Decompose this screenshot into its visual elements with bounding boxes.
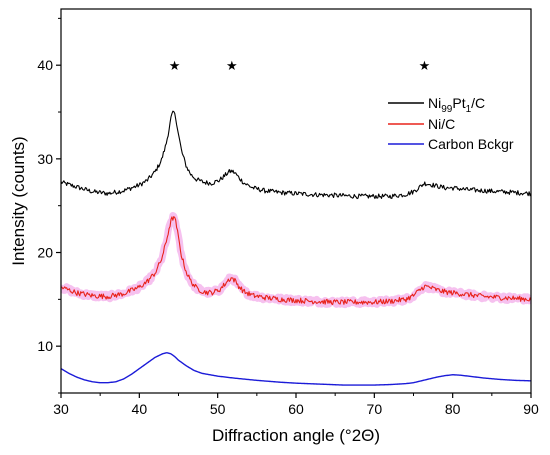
y-tick-label-10: 10 bbox=[37, 338, 53, 354]
x-tick-label-40: 40 bbox=[132, 401, 148, 417]
peak-star-0: ★ bbox=[169, 59, 181, 74]
x-tick-label-30: 30 bbox=[53, 401, 69, 417]
peak-star-1: ★ bbox=[226, 59, 238, 74]
y-tick-label-30: 30 bbox=[37, 151, 53, 167]
peak-markers: ★ ★ ★ bbox=[169, 59, 431, 74]
series-layer bbox=[61, 110, 531, 386]
x-tick-label-60: 60 bbox=[288, 401, 304, 417]
peak-star-2: ★ bbox=[419, 59, 431, 74]
y-tick-label-20: 20 bbox=[37, 245, 53, 261]
x-tick-label-90: 90 bbox=[523, 401, 539, 417]
series-0-line bbox=[61, 110, 531, 200]
x-tick-label-70: 70 bbox=[367, 401, 383, 417]
legend-label-ni99pt1: Ni99Pt1/C bbox=[428, 95, 485, 115]
series-2-line bbox=[61, 352, 531, 386]
plot-frame bbox=[60, 8, 532, 394]
y-axis-title: Intensity (counts) bbox=[9, 136, 28, 265]
legend: Ni99Pt1/C Ni/C Carbon Bckgr bbox=[388, 95, 514, 152]
series-1-line bbox=[61, 216, 531, 306]
x-tick-label-80: 80 bbox=[445, 401, 461, 417]
x-axis-title: Diffraction angle (°2Θ) bbox=[212, 426, 380, 445]
y-tick-label-40: 40 bbox=[37, 57, 53, 73]
x-tick-label-50: 50 bbox=[210, 401, 226, 417]
x-axis-ticks: 30 40 50 60 70 80 90 bbox=[53, 393, 539, 417]
legend-label-nic: Ni/C bbox=[428, 116, 455, 132]
legend-label-carbon: Carbon Bckgr bbox=[428, 136, 514, 152]
series-1-halo bbox=[61, 212, 531, 309]
y-axis-ticks: 10 20 30 40 bbox=[37, 17, 61, 394]
